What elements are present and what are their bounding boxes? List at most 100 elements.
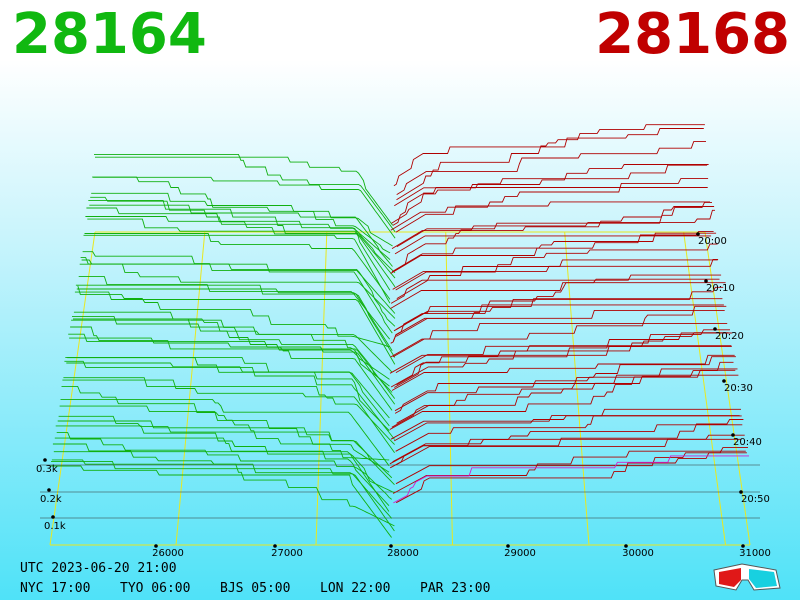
floor-grid-line (315, 231, 328, 546)
zone-time: TYO 06:00 (120, 581, 190, 596)
ask-depth-line (392, 450, 746, 494)
bid-depth-line (70, 326, 396, 399)
bid-depth-line (65, 356, 390, 432)
bid-depth-line (91, 192, 391, 254)
bid-depth-line (87, 218, 396, 279)
price-tick (741, 544, 745, 548)
time-label: 20:20 (715, 331, 744, 342)
ask-depth-line (396, 141, 706, 195)
floor-grid-line (564, 231, 590, 546)
ask-depth-line (390, 274, 722, 304)
ask-depth-line (396, 286, 724, 330)
ask-depth-line (390, 305, 727, 358)
bid-depth-line (95, 156, 394, 226)
bid-depth-line (63, 377, 395, 445)
ask-depth-line (394, 209, 715, 272)
bid-depth-line (69, 337, 396, 405)
volume-tick (47, 488, 51, 492)
bid-depth-line (83, 234, 391, 304)
ask-depth-line (389, 346, 732, 374)
floor-edge (49, 231, 96, 546)
bid-depth-line (73, 311, 393, 373)
time-label: 20:30 (724, 383, 753, 394)
bid-depth-line (53, 451, 390, 512)
price-tick (154, 544, 158, 548)
time-tick (722, 379, 726, 383)
bid-depth-line (79, 263, 393, 334)
zone-time: NYC 17:00 (20, 581, 90, 596)
bid-depth-line (59, 405, 390, 473)
bid-depth-line (56, 432, 395, 494)
time-tick (731, 433, 735, 437)
time-label: 20:00 (698, 236, 727, 247)
volume-label: 0.3k (36, 464, 58, 475)
ask-depth-line (391, 232, 717, 273)
price-tick (506, 544, 510, 548)
price-label: 30000 (622, 548, 654, 559)
zone-time: PAR 23:00 (420, 581, 490, 596)
price-tick (389, 544, 393, 548)
bid-price: 28164 (12, 2, 207, 67)
bid-depth-line (93, 176, 396, 239)
ask-depth-line (391, 187, 708, 224)
bid-depth-line (61, 385, 390, 461)
ask-depth-line (392, 258, 719, 290)
ask-depth-line (392, 322, 728, 358)
bid-depth-line (82, 251, 396, 314)
bid-depth-line (74, 291, 396, 365)
bid-depth-line (90, 196, 391, 261)
ask-depth-line (392, 164, 709, 226)
bid-depth-line (94, 153, 396, 233)
ask-depth-line (393, 128, 704, 187)
ask-depth-line (392, 424, 743, 463)
bid-depth-line (81, 259, 396, 319)
bid-depth-line (62, 379, 395, 454)
ask-depth-line (395, 201, 710, 233)
price-label: 27000 (271, 548, 303, 559)
bid-depth-line (84, 233, 391, 300)
zone-time: LON 22:00 (320, 581, 390, 596)
ask-depth-line (390, 231, 714, 274)
ask-depth-line (395, 415, 742, 452)
zone-time: BJS 05:00 (220, 581, 290, 596)
volume-tick (51, 515, 55, 519)
ask-depth-line (396, 201, 712, 248)
ask-depth-line (395, 452, 747, 485)
time-label: 20:10 (706, 283, 735, 294)
bid-depth-line (72, 315, 390, 387)
time-tick (704, 279, 708, 283)
ask-price: 28168 (595, 2, 790, 67)
time-label: 20:40 (733, 437, 762, 448)
bid-depth-line (50, 465, 392, 538)
time-tick (739, 490, 743, 494)
bid-depth-line (60, 399, 390, 467)
3d-glasses-icon (713, 563, 781, 591)
ask-depth-line (390, 282, 726, 344)
price-label: 29000 (504, 548, 536, 559)
ask-depth-line (394, 369, 736, 412)
ask-depth-line (394, 235, 712, 255)
bid-depth-line (92, 176, 393, 247)
bid-depth-line (54, 437, 390, 507)
bid-depth-line (71, 319, 393, 393)
volume-label: 0.2k (40, 494, 62, 505)
bid-depth-line (68, 333, 393, 411)
ask-depth-line (393, 455, 749, 504)
bid-depth-line (66, 362, 390, 427)
price-label: 26000 (152, 548, 184, 559)
bid-depth-line (55, 425, 392, 500)
bid-depth-line (76, 288, 393, 351)
floor-grid-line (683, 231, 726, 546)
bid-depth-line (75, 284, 396, 358)
price-tick (624, 544, 628, 548)
ask-depth-line (394, 361, 734, 414)
bid-depth-line (78, 276, 391, 340)
ask-depth-line (394, 345, 732, 388)
bid-depth-line (51, 459, 395, 527)
price-label: 31000 (739, 548, 771, 559)
time-tick (713, 327, 717, 331)
ask-depth-line (390, 278, 720, 309)
ask-depth-line (391, 206, 715, 249)
bid-depth-line (86, 207, 396, 288)
